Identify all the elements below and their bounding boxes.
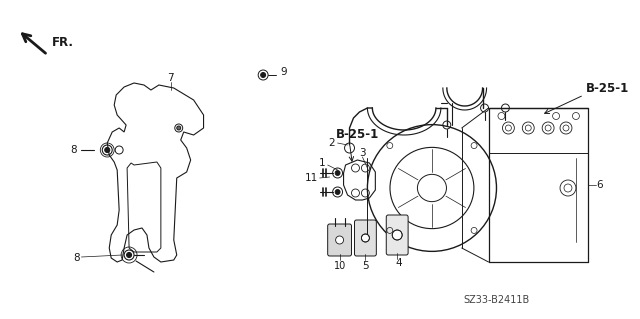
Text: 5: 5 [362,261,369,271]
Text: 9: 9 [280,67,287,77]
Circle shape [105,147,109,152]
FancyBboxPatch shape [387,215,408,255]
Text: 1: 1 [319,158,326,168]
FancyBboxPatch shape [328,224,351,256]
Text: 6: 6 [596,180,602,190]
Circle shape [177,126,180,130]
Circle shape [362,234,369,242]
Circle shape [335,170,340,175]
Text: 4: 4 [396,258,403,268]
Text: FR.: FR. [52,35,74,48]
Circle shape [335,189,340,195]
Text: B-25-1: B-25-1 [335,129,379,142]
Circle shape [392,230,402,240]
FancyBboxPatch shape [355,220,376,256]
Text: 3: 3 [359,148,365,158]
Text: SZ33-B2411B: SZ33-B2411B [463,295,530,305]
Circle shape [335,236,344,244]
Text: 7: 7 [168,73,174,83]
Text: B-25-1: B-25-1 [586,81,629,94]
Text: 2: 2 [328,138,335,148]
Text: 8: 8 [70,145,76,155]
Text: 8: 8 [73,253,79,263]
Text: 11: 11 [305,173,317,183]
Circle shape [260,72,266,78]
Circle shape [127,253,132,257]
Text: 10: 10 [333,261,346,271]
